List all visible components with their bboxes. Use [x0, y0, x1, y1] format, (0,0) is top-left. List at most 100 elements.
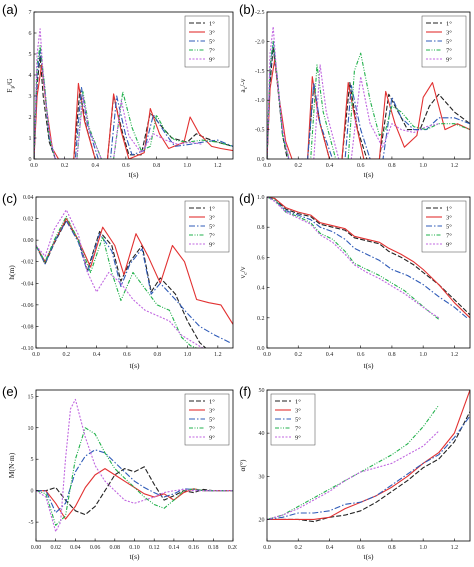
legend-entry: 5°: [295, 416, 301, 423]
chart-b: 0.0 0.2 0.4 0.6 0.8 1.0 1.2 0.0 -0.5 -1.0 -1.5 -2.0…: [238, 2, 471, 179]
series-line-c-3: [36, 215, 197, 348]
x-tick-label: 0.00: [31, 545, 42, 551]
chart-e: 0.00 0.02 0.04 0.06 0.08 0.10 0.12 0.14 0.16 0.18…: [2, 384, 237, 561]
x-tick-label: 1.2: [214, 163, 222, 169]
series-line-e-0: [36, 466, 233, 516]
y-tick-label: -0.02: [21, 260, 34, 266]
y-tick-label: 0.4: [257, 286, 265, 292]
y-tick-label: 4: [29, 73, 32, 79]
panel-label: (e): [2, 384, 18, 399]
series-line-f-0: [267, 411, 470, 523]
series-line-f-4: [267, 430, 440, 520]
x-tick-label: 0.16: [188, 545, 199, 551]
y-tick-label: 0.2: [257, 316, 265, 322]
legend-entry: 1°: [209, 20, 215, 27]
y-tick-label: 0.0: [257, 346, 265, 352]
plot-frame: [266, 11, 471, 160]
y-axis-label-main: h(m): [7, 265, 16, 280]
y-tick-label: 0.0: [257, 157, 265, 163]
legend-entry: 7°: [295, 425, 301, 432]
legend: 1° 3° 5° 7° 9°: [184, 200, 230, 253]
legend-entry: 3°: [209, 214, 215, 221]
y-tick-label: -5: [29, 520, 34, 526]
y-axis-label-sub: p: [10, 86, 16, 89]
y-axis-label: Fp/G: [5, 78, 16, 93]
x-tick-label: 0.04: [70, 545, 81, 551]
x-tick-label: 0.6: [357, 163, 365, 169]
x-axis-label: t(s): [364, 552, 375, 561]
panel-b: 0.0 0.2 0.4 0.6 0.8 1.0 1.2 0.0 -0.5 -1.0 -1.5 -2.0…: [237, 0, 474, 185]
legend-entry: 7°: [209, 425, 215, 432]
x-tick-label: 0.8: [153, 163, 161, 169]
x-tick-label: 1.0: [419, 163, 427, 169]
y-tick-label: 0.6: [257, 255, 265, 261]
series-line-a-1: [34, 63, 233, 159]
x-tick-label: 0.0: [32, 352, 40, 358]
y-axis-label-tail: /-v: [238, 78, 247, 87]
y-tick-label: 40: [259, 431, 265, 437]
panel-d: 0.0 0.2 0.4 0.6 0.8 1.0 1.2 0.0 0.2 0.4 0.6 0.8 1.0 t…: [237, 189, 474, 376]
x-tick-label: 1.2: [451, 545, 459, 551]
y-tick-label: -0.5: [255, 128, 265, 134]
x-tick-label: 0.08: [110, 545, 121, 551]
panel-label: (c): [2, 191, 17, 206]
x-tick-label: 1.0: [419, 352, 427, 358]
y-tick-label: 5: [31, 457, 34, 463]
y-tick-label: 50: [259, 388, 265, 394]
x-tick-label: 0.0: [263, 163, 271, 169]
panel-label: (d): [239, 191, 255, 206]
legend-entry: 9°: [446, 241, 452, 248]
legend-entry: 9°: [209, 434, 215, 441]
panel-label: (b): [239, 2, 255, 17]
plot-frame: [266, 389, 471, 542]
series-line-c-2: [36, 220, 231, 344]
legend: 1° 3° 5° 7° 9°: [421, 15, 467, 68]
x-axis-label: t(s): [364, 361, 375, 370]
y-tick-label: 0.8: [257, 225, 265, 231]
x-tick-label: 0.8: [388, 163, 396, 169]
y-tick-label: 15: [28, 394, 34, 400]
series-line-d-2: [267, 197, 468, 319]
y-tick-label: 7: [29, 10, 32, 16]
panel-label: (f): [239, 384, 251, 399]
y-axis-label-main: α(°): [238, 459, 247, 471]
chart-d: 0.0 0.2 0.4 0.6 0.8 1.0 1.2 0.0 0.2 0.4 0.6 0.8 1.0 t…: [238, 191, 471, 370]
y-axis-label-main: M(N·m): [7, 452, 16, 478]
y-tick-label: 30: [259, 474, 265, 480]
y-axis-label-tail: /v: [238, 266, 247, 272]
series-line-e-1: [36, 468, 233, 520]
legend-entry: 5°: [209, 38, 215, 45]
panel-c: 0.0 0.2 0.4 0.6 0.8 1.0 1.2 -0.10 -0.08 -0.06 -0.0…: [0, 189, 237, 376]
y-tick-label: 0: [29, 157, 32, 163]
series-line-f-3: [267, 404, 440, 520]
x-tick-label: 0.4: [91, 163, 99, 169]
legend-entry: 1°: [209, 205, 215, 212]
y-axis-label: ac/-v: [238, 78, 249, 92]
y-tick-label: -1.0: [255, 98, 265, 104]
x-tick-label: 0.20: [228, 545, 237, 551]
legend-entry: 1°: [446, 205, 452, 212]
y-tick-label: 0.04: [23, 195, 34, 201]
legend-entry: 3°: [446, 29, 452, 36]
x-tick-label: 0.14: [169, 545, 180, 551]
x-tick-label: 0.4: [326, 163, 334, 169]
x-axis-label: t(s): [129, 170, 140, 179]
panel-label: (a): [2, 2, 18, 17]
series-line-e-4: [36, 398, 233, 533]
legend-entry: 1°: [446, 20, 452, 27]
x-tick-label: 0.2: [294, 163, 302, 169]
x-tick-label: 1.2: [451, 352, 459, 358]
x-tick-label: 0.8: [388, 352, 396, 358]
legend-entry: 9°: [209, 241, 215, 248]
series-line-b-4: [267, 26, 439, 159]
legend-entry: 5°: [209, 416, 215, 423]
y-tick-label: -0.10: [21, 346, 34, 352]
y-tick-label: 0: [31, 489, 34, 495]
legend: 1° 3° 5° 7° 9°: [184, 393, 230, 446]
legend-entry: 7°: [446, 232, 452, 239]
y-tick-label: -0.08: [21, 324, 34, 330]
legend-entry: 3°: [295, 407, 301, 414]
legend-entry: 5°: [209, 223, 215, 230]
x-tick-label: 0.0: [263, 352, 271, 358]
legend-entry: 9°: [295, 434, 301, 441]
